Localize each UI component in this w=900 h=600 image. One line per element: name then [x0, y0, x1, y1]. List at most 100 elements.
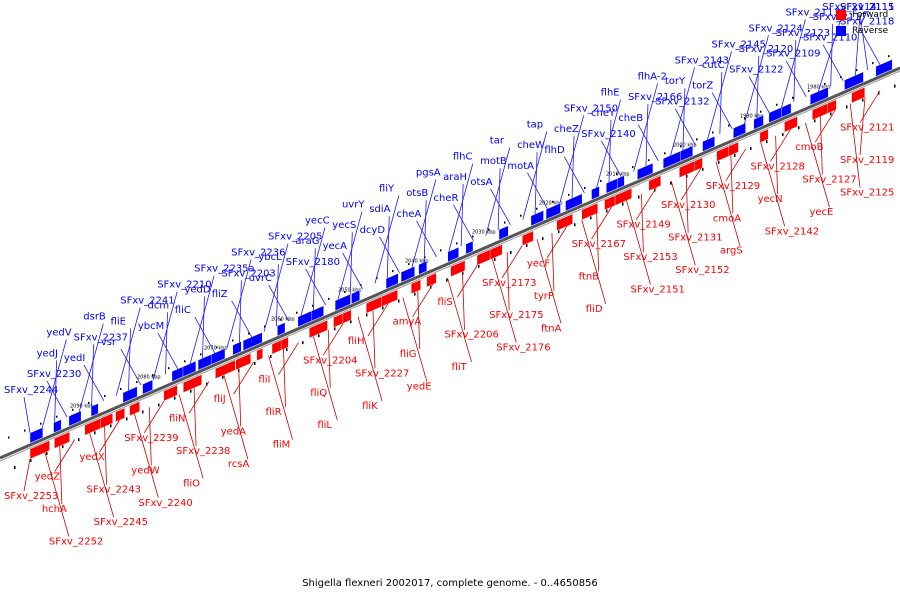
gene-label[interactable]: SFxv_2132 [655, 97, 709, 108]
gene-block[interactable] [648, 175, 662, 192]
gene-label[interactable]: SFxv_2230 [27, 369, 81, 380]
gene-label[interactable]: SFxv_2129 [706, 181, 760, 192]
gene-block[interactable] [556, 213, 573, 232]
gene-label[interactable]: SFxv_2241 [120, 296, 174, 307]
gene-block[interactable] [381, 289, 398, 307]
gene-label[interactable]: SFxv_2130 [661, 200, 715, 211]
gene-label[interactable]: fliL [317, 420, 332, 431]
gene-block[interactable] [411, 279, 421, 295]
gene-label[interactable]: SFxv_2152 [675, 265, 729, 276]
gene-label[interactable]: yedX [79, 452, 104, 463]
gene-block[interactable] [489, 244, 503, 260]
gene-label[interactable]: yecN [758, 194, 783, 205]
gene-label[interactable]: yecF [527, 258, 551, 269]
gene-block[interactable] [637, 162, 654, 181]
gene-label[interactable]: amyA [393, 317, 422, 328]
gene-label[interactable]: SFxv_2111 [840, 2, 894, 13]
gene-block[interactable] [781, 102, 792, 118]
gene-block[interactable] [309, 319, 328, 339]
gene-block[interactable] [680, 145, 693, 162]
gene-block[interactable] [530, 210, 544, 227]
gene-label[interactable]: cmoB [795, 142, 823, 153]
gene-label[interactable]: araG [295, 236, 319, 247]
gene-block[interactable] [498, 225, 509, 241]
gene-label[interactable]: fliM [273, 440, 291, 451]
gene-label[interactable]: SFxv_2240 [138, 498, 192, 509]
gene-label[interactable]: SFxv_2205 [268, 232, 322, 243]
gene-label[interactable]: fliR [266, 407, 282, 418]
gene-label[interactable]: SFxv_2119 [840, 155, 894, 166]
gene-block[interactable] [163, 384, 178, 402]
gene-label[interactable]: motB [480, 156, 507, 167]
gene-label[interactable]: fliD [586, 304, 603, 315]
gene-label[interactable]: araH [443, 172, 467, 183]
gene-label[interactable]: SFxv_2140 [581, 129, 635, 140]
gene-label[interactable]: SFxv_2115 [840, 2, 894, 13]
gene-label[interactable]: SFxv_2235a [194, 264, 255, 275]
gene-label[interactable]: otsB [406, 188, 428, 199]
gene-block[interactable] [311, 305, 324, 322]
gene-label[interactable]: yedZ [35, 472, 60, 483]
gene-label[interactable]: fliI [258, 375, 270, 386]
gene-label[interactable]: yedE [407, 381, 432, 392]
gene-label[interactable]: cheB [618, 113, 643, 124]
gene-label[interactable]: SFxv_2128 [751, 161, 805, 172]
gene-label[interactable]: SFxv_2167 [572, 239, 626, 250]
gene-block[interactable] [215, 359, 236, 379]
gene-label[interactable]: fliC [175, 305, 191, 316]
gene-label[interactable]: yecA [323, 241, 348, 252]
gene-label[interactable]: ybcL [258, 252, 282, 263]
gene-label[interactable]: fliE [111, 316, 126, 327]
gene-block[interactable] [581, 202, 598, 221]
gene-block[interactable] [426, 272, 437, 288]
gene-block[interactable] [418, 260, 428, 275]
gene-label[interactable]: cheW [517, 140, 545, 151]
gene-label[interactable]: cheA [397, 209, 422, 220]
gene-label[interactable]: SFxv_2145 [712, 39, 766, 50]
gene-label[interactable]: flhD [544, 145, 565, 156]
gene-label[interactable]: ftnB [579, 271, 600, 282]
gene-block[interactable] [545, 202, 561, 220]
gene-label[interactable]: SFxv_2143 [675, 55, 729, 66]
gene-label[interactable]: SFxv_2125 [840, 188, 894, 199]
gene-label[interactable]: yecS [332, 220, 356, 231]
gene-label[interactable]: SFxv_2244 [4, 385, 58, 396]
gene-block[interactable] [753, 114, 764, 130]
gene-label[interactable]: SFxv_2150 [564, 103, 618, 114]
gene-label[interactable]: SFxv_2124 [748, 23, 802, 34]
gene-block[interactable] [115, 407, 125, 423]
gene-block[interactable] [614, 187, 632, 206]
gene-block[interactable] [29, 440, 50, 460]
gene-label[interactable]: SFxv_2122 [729, 65, 783, 76]
gene-label[interactable]: fliT [452, 362, 468, 373]
gene-block[interactable] [875, 59, 893, 77]
gene-label[interactable]: yedV [46, 328, 71, 339]
gene-label[interactable]: otsA [470, 177, 492, 188]
gene-label[interactable]: SFxv_2238 [176, 446, 230, 457]
gene-label[interactable]: fliS [437, 297, 452, 308]
gene-label[interactable]: flhC [453, 152, 473, 163]
gene-block[interactable] [728, 141, 739, 157]
gene-label[interactable]: SFxv_2173 [482, 278, 536, 289]
gene-label[interactable]: torZ [692, 81, 713, 92]
gene-label[interactable]: SFxv_2131 [668, 233, 722, 244]
gene-block[interactable] [235, 353, 252, 371]
gene-label[interactable]: SFxv_2110 [803, 33, 857, 44]
gene-label[interactable]: fliK [362, 401, 378, 412]
gene-label[interactable]: cheR [433, 193, 458, 204]
gene-block[interactable] [53, 419, 62, 434]
gene-label[interactable]: SFxv_2239 [124, 433, 178, 444]
gene-label[interactable]: motA [507, 161, 534, 172]
gene-label[interactable]: yedA [221, 427, 246, 438]
gene-block[interactable] [400, 265, 415, 283]
gene-label[interactable]: cmoA [713, 213, 741, 224]
gene-block[interactable] [844, 71, 864, 91]
gene-label[interactable]: SFxv_2123 [776, 28, 830, 39]
gene-label[interactable]: yecE [809, 207, 833, 218]
gene-label[interactable]: SFxv_2166 [628, 92, 682, 103]
gene-block[interactable] [129, 401, 140, 417]
gene-block[interactable] [617, 175, 625, 189]
gene-label[interactable]: vsr [101, 337, 117, 348]
gene-block[interactable] [450, 260, 466, 278]
gene-label[interactable]: flhA-2 [638, 71, 667, 82]
